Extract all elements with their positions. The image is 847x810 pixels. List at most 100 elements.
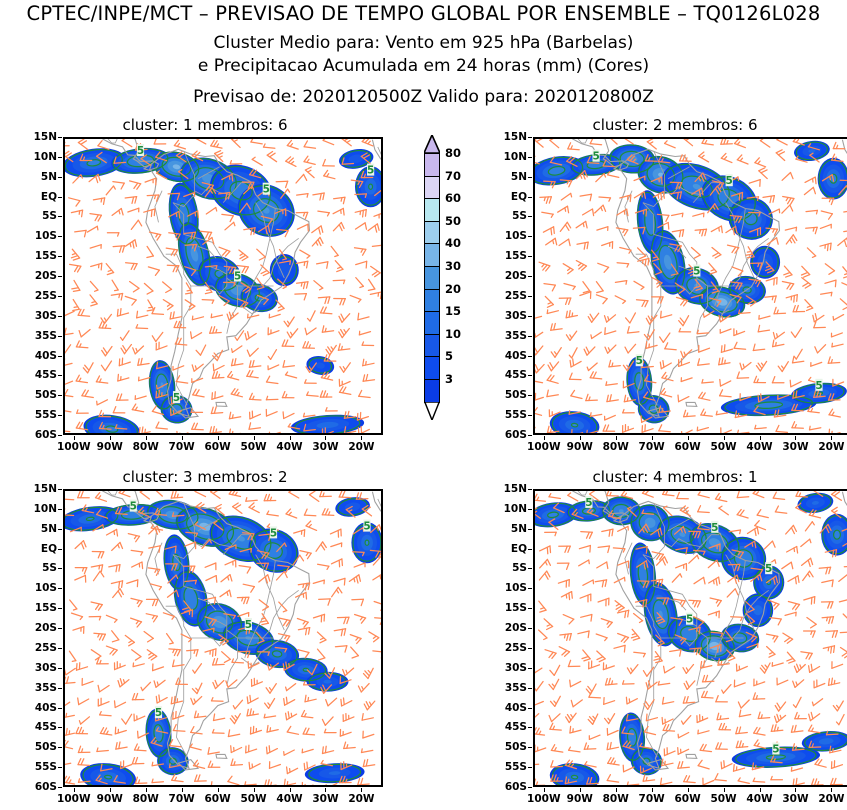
forecast-time-line: Previsao de: 2020120500Z Valido para: 20… [0, 87, 847, 107]
x-axis-label: 100W [527, 441, 561, 453]
colorbar-segment [424, 153, 440, 177]
x-axis-tick [290, 788, 291, 792]
x-axis-label: 40W [746, 441, 772, 453]
colorbar-tick-label: 50 [445, 214, 461, 228]
y-axis-tick [58, 688, 62, 689]
x-axis-tick [361, 788, 362, 792]
x-axis-label: 60W [204, 441, 230, 453]
x-axis-label: 50W [710, 441, 736, 453]
svg-text:5: 5 [726, 175, 733, 187]
colorbar-segment [424, 198, 440, 222]
x-axis-tick [254, 788, 255, 792]
y-axis-label: 5S [512, 210, 527, 222]
y-axis-label: 35S [35, 330, 57, 342]
svg-text:5: 5 [363, 521, 370, 533]
x-axis-label: 80W [133, 793, 159, 805]
y-axis-label: 60S [35, 429, 57, 441]
x-axis-label: 80W [133, 441, 159, 453]
x-axis-label: 20W [348, 793, 374, 805]
y-axis-tick [58, 608, 62, 609]
x-axis-tick [652, 436, 653, 440]
colorbar-segment [424, 379, 440, 403]
colorbar-tick-label: 80 [445, 146, 461, 160]
x-axis-label: 80W [603, 793, 629, 805]
svg-text:5: 5 [173, 392, 180, 404]
y-axis-tick [528, 395, 532, 396]
svg-text:5: 5 [772, 744, 779, 756]
y-axis-tick [528, 648, 532, 649]
subtitle-line-2: e Precipitacao Acumulada em 24 horas (mm… [0, 56, 847, 76]
y-axis-tick [58, 316, 62, 317]
y-axis-tick [58, 708, 62, 709]
x-axis-tick [688, 788, 689, 792]
y-axis-label: 60S [505, 781, 527, 793]
y-axis-tick [58, 668, 62, 669]
colorbar-segment [424, 243, 440, 267]
x-axis-tick [218, 788, 219, 792]
y-axis-label: EQ [41, 191, 57, 203]
y-axis-tick [528, 415, 532, 416]
colorbar-tick-label: 20 [445, 282, 461, 296]
y-axis-tick [58, 336, 62, 337]
x-axis-tick [254, 436, 255, 440]
x-axis-label: 40W [276, 441, 302, 453]
y-axis-label: 5N [511, 523, 527, 535]
y-axis-tick [58, 727, 62, 728]
x-axis-tick [616, 436, 617, 440]
x-axis-label: 100W [57, 441, 91, 453]
y-axis-label: 30S [505, 310, 527, 322]
y-axis-label: 5S [512, 562, 527, 574]
colorbar-tick-label: 30 [445, 259, 461, 273]
y-axis-label: 15N [34, 131, 57, 143]
x-axis-tick [760, 788, 761, 792]
x-axis-label: 50W [710, 793, 736, 805]
y-axis-label: 15N [504, 131, 527, 143]
colorbar-tick-label: 5 [445, 349, 453, 363]
y-axis-label: 10N [34, 503, 57, 515]
y-axis-tick [528, 435, 532, 436]
x-axis-label: 20W [348, 441, 374, 453]
y-axis-tick [528, 177, 532, 178]
y-axis-label: 40S [505, 702, 527, 714]
x-axis-tick [724, 788, 725, 792]
y-axis-label: 20S [505, 270, 527, 282]
y-axis-tick [58, 236, 62, 237]
y-axis-tick [528, 137, 532, 138]
y-axis-label: 55S [35, 761, 57, 773]
x-axis-tick [182, 788, 183, 792]
y-axis-tick [528, 489, 532, 490]
y-axis-tick [528, 588, 532, 589]
y-axis-label: 55S [505, 409, 527, 421]
x-axis-tick [290, 436, 291, 440]
y-axis-label: 50S [505, 389, 527, 401]
y-axis-label: 55S [505, 761, 527, 773]
y-axis-label: 15S [505, 602, 527, 614]
svg-text:5: 5 [815, 380, 822, 392]
y-axis-label: 60S [505, 429, 527, 441]
x-axis-label: 70W [639, 793, 665, 805]
x-axis-tick [361, 436, 362, 440]
x-axis-label: 30W [312, 441, 338, 453]
y-axis-label: 15S [35, 602, 57, 614]
x-axis-tick [580, 788, 581, 792]
x-axis-label: 50W [240, 793, 266, 805]
y-axis-label: 35S [505, 330, 527, 342]
y-axis-label: 25S [35, 290, 57, 302]
y-axis-label: 50S [35, 741, 57, 753]
colorbar-segment [424, 289, 440, 313]
y-axis-label: 10S [35, 230, 57, 242]
colorbar-segment [424, 221, 440, 245]
y-axis-tick [528, 568, 532, 569]
y-axis-label: 40S [35, 350, 57, 362]
y-axis-tick [528, 276, 532, 277]
y-axis-tick [528, 157, 532, 158]
y-axis-tick [58, 177, 62, 178]
x-axis-label: 100W [527, 793, 561, 805]
y-axis-label: 5N [41, 171, 57, 183]
